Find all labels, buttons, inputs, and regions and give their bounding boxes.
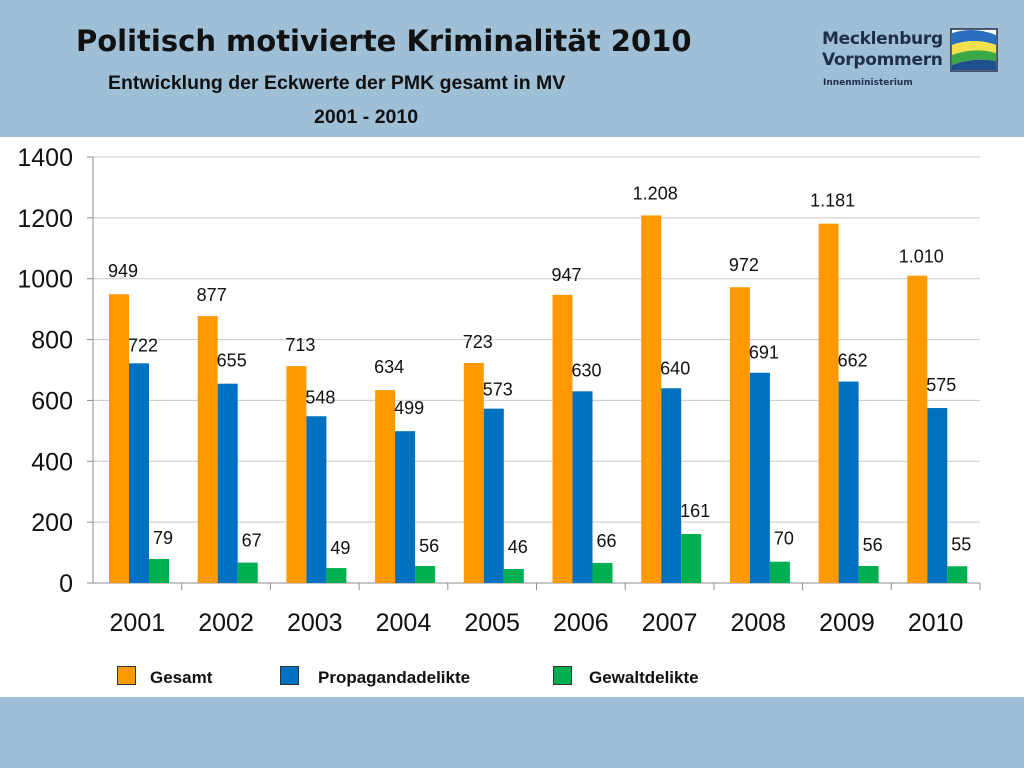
bar-gesamt-2003 <box>286 366 307 583</box>
logo-text-line2: Vorpommern <box>822 50 943 70</box>
x-tick-label: 2007 <box>642 609 698 637</box>
bar-gesamt-2009 <box>818 223 839 583</box>
data-label: 722 <box>128 335 158 355</box>
bar-gesamt-2005 <box>463 363 484 583</box>
bar-gewaltdelikte-2007 <box>681 534 702 583</box>
data-label: 947 <box>551 265 581 285</box>
bar-gesamt-2008 <box>729 287 750 583</box>
legend-label-gewaltdelikte: Gewaltdelikte <box>589 668 699 687</box>
bar-gesamt-2002 <box>197 316 218 583</box>
bar-gewaltdelikte-2004 <box>415 565 436 583</box>
data-label: 575 <box>926 375 956 395</box>
data-label: 46 <box>508 537 528 557</box>
x-tick-label: 2009 <box>819 609 875 637</box>
y-tick-label: 200 <box>31 509 73 537</box>
data-label: 49 <box>330 538 350 558</box>
bar-propagandadelikte-2007 <box>661 388 682 583</box>
legend-label-gesamt: Gesamt <box>150 668 213 687</box>
data-label: 662 <box>838 351 868 371</box>
y-tick-label: 600 <box>31 387 73 415</box>
y-tick-label: 400 <box>31 448 73 476</box>
bar-propagandadelikte-2010 <box>927 408 948 583</box>
legend-swatch-propagandadelikte <box>280 666 299 685</box>
legend-label-propagandadelikte: Propagandadelikte <box>318 668 471 687</box>
x-tick-label: 2005 <box>464 609 520 637</box>
bar-gesamt-2007 <box>641 215 662 583</box>
data-label: 56 <box>863 535 883 555</box>
data-label: 949 <box>108 261 138 281</box>
page-subtitle: Entwicklung der Eckwerte der PMK gesamt … <box>108 72 566 94</box>
bar-propagandadelikte-2006 <box>572 391 593 583</box>
data-label: 691 <box>749 343 779 363</box>
bar-propagandadelikte-2002 <box>217 383 238 583</box>
bar-gewaltdelikte-2008 <box>769 561 790 583</box>
data-label: 70 <box>774 529 794 549</box>
data-label: 634 <box>374 357 404 377</box>
data-label: 66 <box>596 531 616 551</box>
bar-propagandadelikte-2005 <box>483 408 504 583</box>
bar-gewaltdelikte-2002 <box>237 562 258 583</box>
data-label: 573 <box>483 380 513 400</box>
header-band <box>0 0 1024 137</box>
data-label: 640 <box>660 358 690 378</box>
y-tick-label: 1000 <box>17 266 73 294</box>
bar-gesamt-2010 <box>907 275 928 583</box>
bar-propagandadelikte-2001 <box>129 363 149 583</box>
x-tick-label: 2006 <box>553 609 609 637</box>
y-tick-label: 0 <box>59 570 73 598</box>
x-tick-label: 2008 <box>730 609 786 637</box>
x-tick-label: 2004 <box>376 609 432 637</box>
legend-swatch-gewaltdelikte <box>553 666 572 685</box>
page-title: Politisch motivierte Kriminalität 2010 <box>76 24 692 58</box>
page-subtitle-years: 2001 - 2010 <box>314 106 419 128</box>
bar-gewaltdelikte-2006 <box>592 562 613 583</box>
bar-chart: 949 722 79 877 655 67 713 548 49 634 499 56 723 573 46… <box>17 144 981 637</box>
data-label: 713 <box>285 335 315 355</box>
data-label: 630 <box>571 360 601 380</box>
bar-propagandadelikte-2009 <box>838 381 859 583</box>
bar-gewaltdelikte-2003 <box>326 568 347 583</box>
data-label: 55 <box>951 534 971 554</box>
footer-band <box>0 697 1024 768</box>
x-tick-label: 2010 <box>908 609 964 637</box>
bar-gesamt-2001 <box>109 294 129 583</box>
bar-propagandadelikte-2004 <box>395 431 416 583</box>
bar-gewaltdelikte-2001 <box>149 558 169 583</box>
data-label: 1.010 <box>899 247 944 267</box>
bar-gesamt-2004 <box>375 390 396 583</box>
y-tick-label: 800 <box>31 327 73 355</box>
data-label: 499 <box>394 398 424 418</box>
x-tick-label: 2003 <box>287 609 343 637</box>
bar-gewaltdelikte-2009 <box>858 565 879 583</box>
bar-gewaltdelikte-2005 <box>503 569 524 583</box>
data-label: 548 <box>305 387 335 407</box>
y-tick-label: 1200 <box>17 205 73 233</box>
data-label: 67 <box>242 531 262 551</box>
ministry-logo: Mecklenburg Vorpommern Innenministerium <box>822 28 1002 96</box>
data-label: 56 <box>419 536 439 556</box>
data-label: 723 <box>463 332 493 352</box>
legend-swatch-gesamt <box>117 666 136 685</box>
data-label: 1.181 <box>810 191 855 211</box>
data-label: 161 <box>680 501 710 521</box>
data-label: 877 <box>197 285 227 305</box>
data-label: 655 <box>217 351 247 371</box>
bar-gewaltdelikte-2010 <box>947 566 968 583</box>
x-tick-label: 2001 <box>110 609 166 637</box>
data-label: 79 <box>153 528 173 548</box>
data-label: 1.208 <box>633 183 678 203</box>
logo-text-line3: Innenministerium <box>823 78 913 88</box>
state-flag-icon <box>950 28 998 72</box>
bar-propagandadelikte-2003 <box>306 416 327 583</box>
x-tick-label: 2002 <box>198 609 254 637</box>
y-tick-label: 1400 <box>17 144 73 172</box>
logo-text-line1: Mecklenburg <box>822 29 943 49</box>
bar-propagandadelikte-2008 <box>749 372 770 583</box>
bar-gesamt-2006 <box>552 294 573 583</box>
data-label: 972 <box>729 255 759 275</box>
chart-legend: Gesamt Propagandadelikte Gewaltdelikte <box>0 661 1024 691</box>
